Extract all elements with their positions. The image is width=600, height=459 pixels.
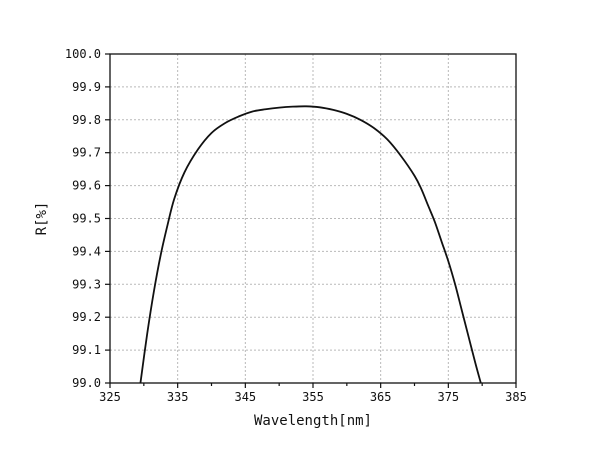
- axis-ticks: [105, 53, 517, 388]
- x-tick-label: 335: [167, 390, 189, 404]
- x-tick-label: 325: [99, 390, 121, 404]
- x-tick-label: 365: [370, 390, 392, 404]
- y-tick-label: 99.6: [72, 179, 101, 193]
- grid-lines: [110, 54, 516, 383]
- x-tick-label: 355: [302, 390, 324, 404]
- y-tick-label: 99.4: [72, 244, 101, 258]
- x-tick-label: 385: [505, 390, 527, 404]
- x-tick-label: 345: [234, 390, 256, 404]
- y-tick-label: 99.0: [72, 376, 101, 390]
- x-axis-label: Wavelength[nm]: [254, 413, 372, 429]
- y-tick-label: 99.9: [72, 80, 101, 94]
- plot-frame: [109, 53, 517, 384]
- y-tick-label: 99.8: [72, 113, 101, 127]
- y-tick-label: 99.2: [72, 310, 101, 324]
- y-tick-label: 99.7: [72, 146, 101, 160]
- y-tick-label: 99.5: [72, 212, 101, 226]
- y-tick-label: 100.0: [65, 47, 101, 61]
- y-tick-label: 99.3: [72, 277, 101, 291]
- tick-labels: 325 335 345 355 365 375 385 99.0 99.1 99.2 99.3 99.…: [65, 47, 527, 404]
- reflectance-curve: [139, 105, 482, 384]
- x-tick-label: 375: [437, 390, 459, 404]
- y-axis-label: R[%]: [34, 202, 50, 236]
- y-tick-label: 99.1: [72, 343, 101, 357]
